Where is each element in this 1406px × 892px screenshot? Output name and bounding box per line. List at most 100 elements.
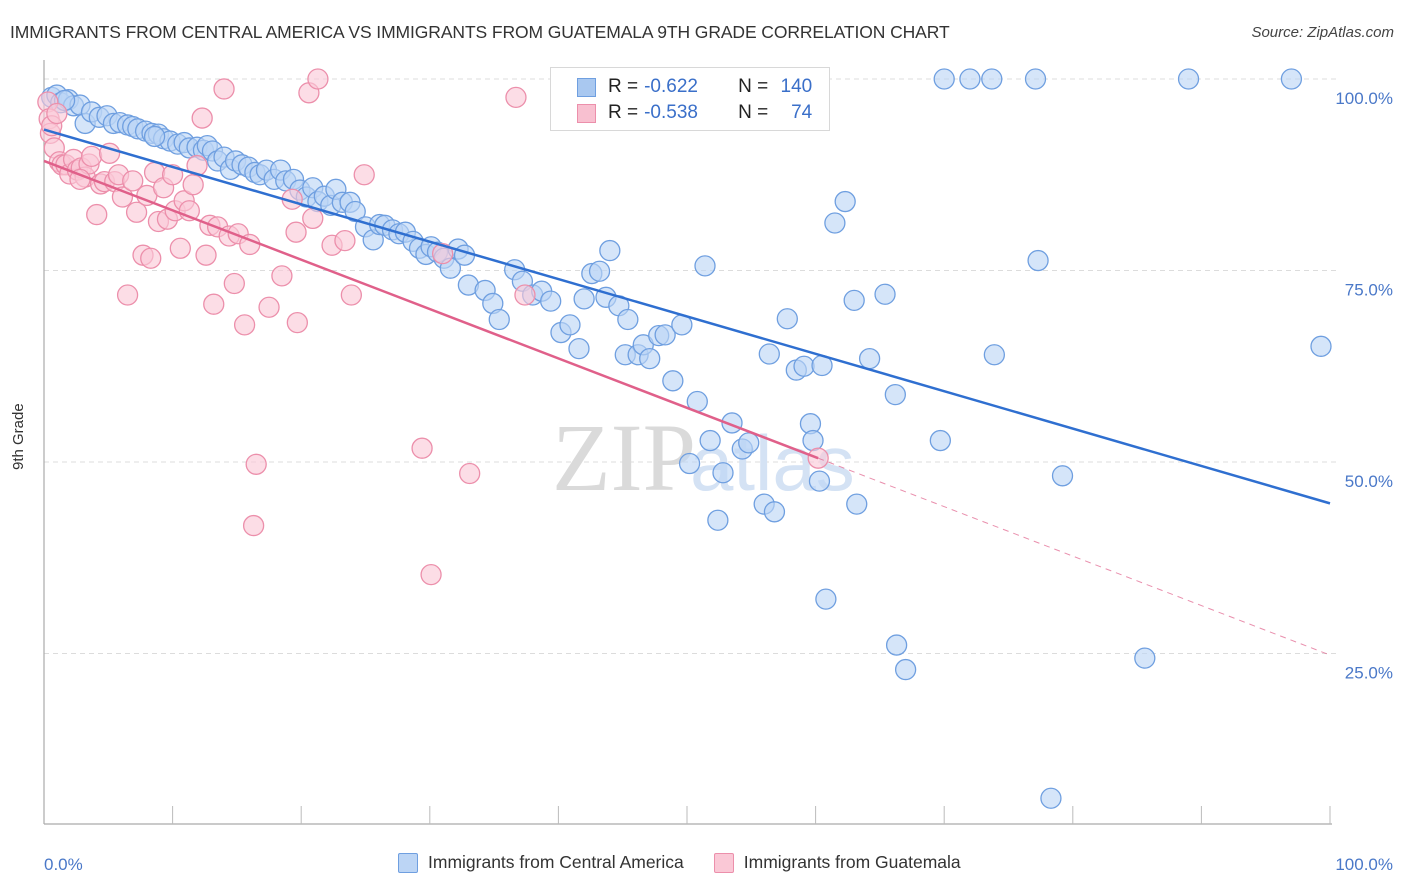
- axes: [43, 60, 1332, 825]
- data-point-central-america: [344, 200, 366, 223]
- data-point-central-america: [843, 289, 865, 312]
- data-point-guatemala: [233, 314, 256, 336]
- y-axis-label: 9th Grade: [10, 403, 27, 470]
- source-label: Source: ZipAtlas.com: [1251, 24, 1394, 41]
- data-point-guatemala: [213, 78, 235, 100]
- data-point-guatemala: [258, 296, 280, 318]
- data-point-central-america: [776, 308, 798, 330]
- n-value: 74: [791, 102, 813, 123]
- data-point-central-america: [815, 588, 837, 610]
- data-point-guatemala: [302, 207, 324, 230]
- x-tick-labels: 0.0% 100.0%: [44, 855, 1393, 874]
- data-point-central-america: [929, 429, 951, 452]
- legend-label: Immigrants from Guatemala: [743, 852, 961, 872]
- data-point-central-america: [885, 634, 908, 656]
- data-point-central-america: [488, 308, 510, 331]
- y-tick-labels: 25.0% 50.0% 75.0% 100.0%: [1335, 89, 1393, 683]
- data-point-central-america: [1177, 68, 1200, 90]
- data-point-central-america: [824, 212, 846, 234]
- data-point-guatemala: [125, 201, 148, 223]
- data-point-guatemala: [285, 221, 307, 243]
- legend-swatch-blue: [577, 77, 596, 97]
- data-point-guatemala: [195, 244, 217, 266]
- data-point-central-america: [1040, 787, 1062, 809]
- data-point-guatemala: [245, 453, 267, 475]
- data-point-central-america: [793, 355, 815, 377]
- data-point-guatemala: [122, 170, 144, 192]
- data-point-central-america: [540, 290, 562, 312]
- data-point-central-america: [894, 658, 917, 681]
- data-point-central-america: [694, 255, 716, 277]
- data-point-central-america: [933, 68, 955, 90]
- watermark-zip: ZIP: [552, 404, 696, 511]
- data-point-guatemala: [182, 174, 204, 196]
- data-point-central-america: [802, 429, 824, 452]
- legend-item-guatemala[interactable]: Immigrants from Guatemala: [713, 852, 961, 873]
- data-point-guatemala: [307, 68, 329, 90]
- data-point-central-america: [1280, 68, 1303, 90]
- data-point-guatemala: [223, 272, 245, 295]
- series-legend: Immigrants from Central America Immigran…: [398, 852, 991, 873]
- data-point-central-america: [884, 383, 906, 406]
- data-point-central-america: [559, 314, 581, 336]
- data-point-central-america: [959, 68, 981, 90]
- legend-label: Immigrants from Central America: [428, 852, 684, 872]
- data-point-guatemala: [203, 293, 225, 315]
- data-point-guatemala: [432, 242, 454, 265]
- trend-line-central-america: [43, 128, 1331, 505]
- data-point-central-america: [453, 244, 476, 266]
- trend-line-guatemala-extrapolated: [817, 457, 1331, 656]
- x-tick-label: 0.0%: [44, 855, 83, 874]
- y-tick-label: 50.0%: [1345, 472, 1393, 491]
- r-label: R =: [608, 102, 639, 123]
- data-point-guatemala: [46, 102, 68, 125]
- legend-item-central-america[interactable]: Immigrants from Central America: [398, 852, 684, 873]
- data-point-central-america: [654, 324, 676, 346]
- correlation-legend: R = -0.622 N = 140 R = -0.538 N = 74: [550, 67, 830, 131]
- data-point-guatemala: [334, 229, 356, 252]
- data-point-central-america: [568, 337, 590, 360]
- trend-lines: [43, 128, 1331, 656]
- r-value: -0.622: [644, 76, 698, 97]
- y-tick-label: 75.0%: [1345, 281, 1393, 300]
- data-point-guatemala: [411, 437, 433, 459]
- r-value: -0.538: [644, 102, 698, 123]
- data-point-central-america: [1310, 335, 1332, 357]
- n-value: 140: [780, 76, 813, 97]
- data-point-guatemala: [353, 164, 375, 186]
- legend-swatch-pink: [713, 852, 734, 873]
- data-point-central-america: [981, 68, 1003, 90]
- data-point-central-america: [758, 343, 780, 365]
- data-point-central-america: [834, 190, 856, 213]
- data-point-central-america: [874, 283, 896, 305]
- data-point-central-america: [1051, 465, 1074, 487]
- data-point-central-america: [1024, 68, 1047, 90]
- data-point-central-america: [639, 347, 661, 370]
- data-point-guatemala: [271, 265, 293, 287]
- data-point-central-america: [599, 239, 621, 262]
- data-point-guatemala: [140, 247, 162, 269]
- data-point-central-america: [1134, 647, 1156, 669]
- legend-swatch-pink: [577, 103, 596, 123]
- x-tick-label: 100.0%: [1335, 855, 1393, 874]
- data-point-guatemala: [420, 563, 442, 586]
- data-point-guatemala: [161, 164, 184, 186]
- n-label: N =: [738, 76, 769, 97]
- n-label: N =: [738, 102, 769, 123]
- r-label: R =: [608, 76, 639, 97]
- data-point-central-america: [846, 493, 868, 515]
- data-point-guatemala: [340, 284, 363, 306]
- trend-line-guatemala: [43, 159, 819, 460]
- data-point-guatemala: [514, 284, 536, 306]
- data-point-guatemala: [86, 203, 108, 226]
- data-point-central-america: [699, 429, 721, 452]
- data-point-central-america: [617, 308, 639, 331]
- data-point-central-america: [573, 288, 595, 310]
- series-central-america: [41, 68, 1332, 809]
- legend-row-central-america: R = -0.622 N = 140: [577, 75, 812, 99]
- data-point-central-america: [763, 501, 786, 523]
- y-tick-label: 25.0%: [1345, 664, 1393, 683]
- data-point-central-america: [738, 432, 760, 454]
- data-point-guatemala: [191, 107, 213, 129]
- data-point-central-america: [588, 260, 611, 282]
